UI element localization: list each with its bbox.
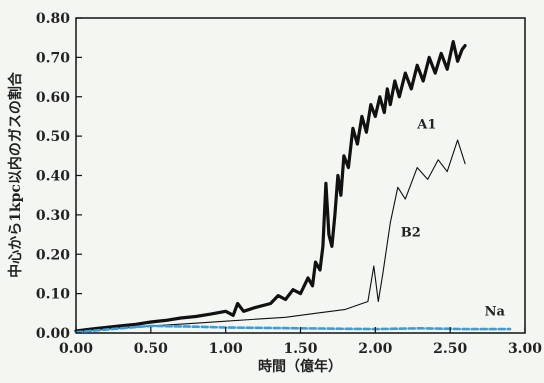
y-tick-label: 0.80 <box>36 11 70 27</box>
y-axis-title: 中心から1kpc以内のガスの割合 <box>7 71 24 278</box>
y-tick-label: 0.10 <box>36 287 70 303</box>
series-label-b2: B2 <box>401 226 421 241</box>
y-tick-label: 0.50 <box>36 129 70 145</box>
series-line-a1 <box>74 40 467 333</box>
x-tick-label: 0.00 <box>59 341 93 357</box>
y-tick-label: 0.30 <box>36 208 70 224</box>
y-tick-label: 0.70 <box>36 50 70 66</box>
tick-layer: 0.00 0.50 1.00 1.50 2.00 2.50 3.00 0.00 0.10 0.20… <box>36 11 542 357</box>
y-tick-label: 0.60 <box>36 90 70 106</box>
y-tick-label: 0.40 <box>36 169 70 185</box>
series-label-a1: A1 <box>416 117 436 132</box>
x-tick-label: 3.00 <box>508 341 542 357</box>
series-line-b2 <box>75 139 466 332</box>
series-label-na: Na <box>485 304 506 319</box>
x-tick-label: 2.00 <box>358 341 392 357</box>
y-tick-label: 0.00 <box>36 326 70 342</box>
series-label-layer: A1 B2 Na <box>401 117 506 319</box>
x-axis-title: 時間（億年） <box>258 358 342 375</box>
y-tick-label: 0.20 <box>36 247 70 263</box>
series-line-na <box>74 324 512 334</box>
x-tick-label: 2.50 <box>433 341 467 357</box>
x-tick-label: 0.50 <box>134 341 168 357</box>
x-tick-label: 1.50 <box>283 341 317 357</box>
series-layer <box>74 40 512 334</box>
plot-frame <box>75 17 526 334</box>
x-tick-label: 1.00 <box>209 341 243 357</box>
